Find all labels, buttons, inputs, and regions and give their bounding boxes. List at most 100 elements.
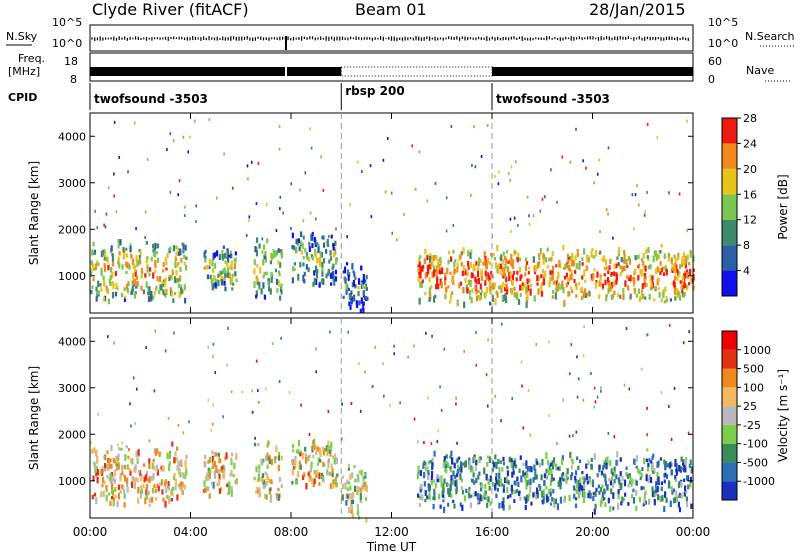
range-cell <box>165 261 168 266</box>
range-cell <box>520 274 523 279</box>
range-cell <box>605 295 608 302</box>
range-cell <box>435 255 438 261</box>
range-cell <box>571 289 574 294</box>
range-cell <box>513 499 516 504</box>
range-cell <box>306 255 309 261</box>
range-cell <box>112 499 115 507</box>
range-cell <box>574 255 577 260</box>
range-cell <box>604 473 607 478</box>
range-cell <box>223 280 226 286</box>
range-cell <box>417 440 419 444</box>
range-cell <box>322 242 326 248</box>
range-cell <box>341 402 343 406</box>
range-cell <box>169 275 172 279</box>
range-cell <box>552 488 555 494</box>
range-cell <box>518 257 521 262</box>
range-cell <box>493 256 497 261</box>
range-cell <box>626 473 630 479</box>
range-cell <box>96 290 100 295</box>
range-cell <box>541 281 544 286</box>
range-cell <box>542 258 545 265</box>
range-cell <box>680 492 683 499</box>
range-cell <box>484 483 487 490</box>
range-cell <box>365 287 368 291</box>
range-cell <box>268 488 271 495</box>
range-cell <box>359 409 362 413</box>
range-cell <box>434 181 437 185</box>
range-cell <box>334 276 338 282</box>
range-cell <box>247 177 249 181</box>
range-cell <box>302 474 305 481</box>
range-cell <box>600 386 602 390</box>
range-cell <box>431 457 434 463</box>
range-cell <box>677 501 681 508</box>
range-cell <box>566 253 570 258</box>
range-cell <box>128 265 131 270</box>
range-cell <box>570 269 573 275</box>
range-cell <box>246 164 249 168</box>
range-cell <box>439 270 442 275</box>
range-cell <box>547 257 551 262</box>
range-cell <box>353 465 356 469</box>
range-cell <box>346 479 349 485</box>
range-cell <box>559 483 562 490</box>
range-cell <box>628 257 632 265</box>
range-cell <box>291 245 294 250</box>
range-cell <box>613 471 616 478</box>
range-cell <box>555 280 558 287</box>
range-cell <box>179 248 182 256</box>
range-cell <box>316 446 319 452</box>
range-cell <box>581 275 584 280</box>
range-cell <box>151 463 154 469</box>
range-cell <box>96 226 99 230</box>
range-cell <box>106 450 109 455</box>
range-cell <box>689 459 692 466</box>
range-cell <box>459 502 462 507</box>
range-cell <box>599 277 602 282</box>
range-cell <box>549 488 552 493</box>
range-cell <box>161 464 164 472</box>
range-cell <box>182 250 185 254</box>
range-cell <box>513 286 516 292</box>
range-cell <box>581 257 584 262</box>
range-cell <box>218 488 222 494</box>
range-cell <box>165 495 169 499</box>
range-cell <box>326 238 329 245</box>
range-cell <box>213 451 217 458</box>
range-cell <box>114 494 117 499</box>
range-cell <box>180 284 183 289</box>
range-cell <box>689 476 693 483</box>
range-cell <box>319 251 322 258</box>
range-cell <box>653 250 656 257</box>
range-cell <box>638 496 641 503</box>
range-cell <box>126 486 129 493</box>
range-cell <box>134 265 137 272</box>
colorbar-band <box>722 331 737 350</box>
range-cell <box>327 409 330 413</box>
range-cell <box>280 455 283 461</box>
range-cell <box>222 415 224 419</box>
range-cell <box>297 242 300 246</box>
range-cell <box>617 502 620 510</box>
range-cell <box>643 272 647 280</box>
range-cell <box>107 264 110 271</box>
range-cell <box>487 272 490 280</box>
range-cell <box>510 288 513 295</box>
range-cell <box>449 271 452 276</box>
range-cell <box>279 249 282 253</box>
range-cell <box>151 487 155 494</box>
range-cell <box>491 295 494 302</box>
range-cell <box>119 239 122 246</box>
range-cell <box>488 275 491 282</box>
range-cell <box>637 288 641 294</box>
range-cell <box>319 458 322 463</box>
range-cell <box>514 464 518 469</box>
range-cell <box>310 146 313 150</box>
range-cell <box>686 228 689 232</box>
range-cell <box>603 273 606 277</box>
range-cell <box>134 270 137 277</box>
range-cell <box>170 497 173 502</box>
range-cell <box>173 456 176 464</box>
range-cell <box>468 489 471 496</box>
range-cell <box>471 466 474 473</box>
